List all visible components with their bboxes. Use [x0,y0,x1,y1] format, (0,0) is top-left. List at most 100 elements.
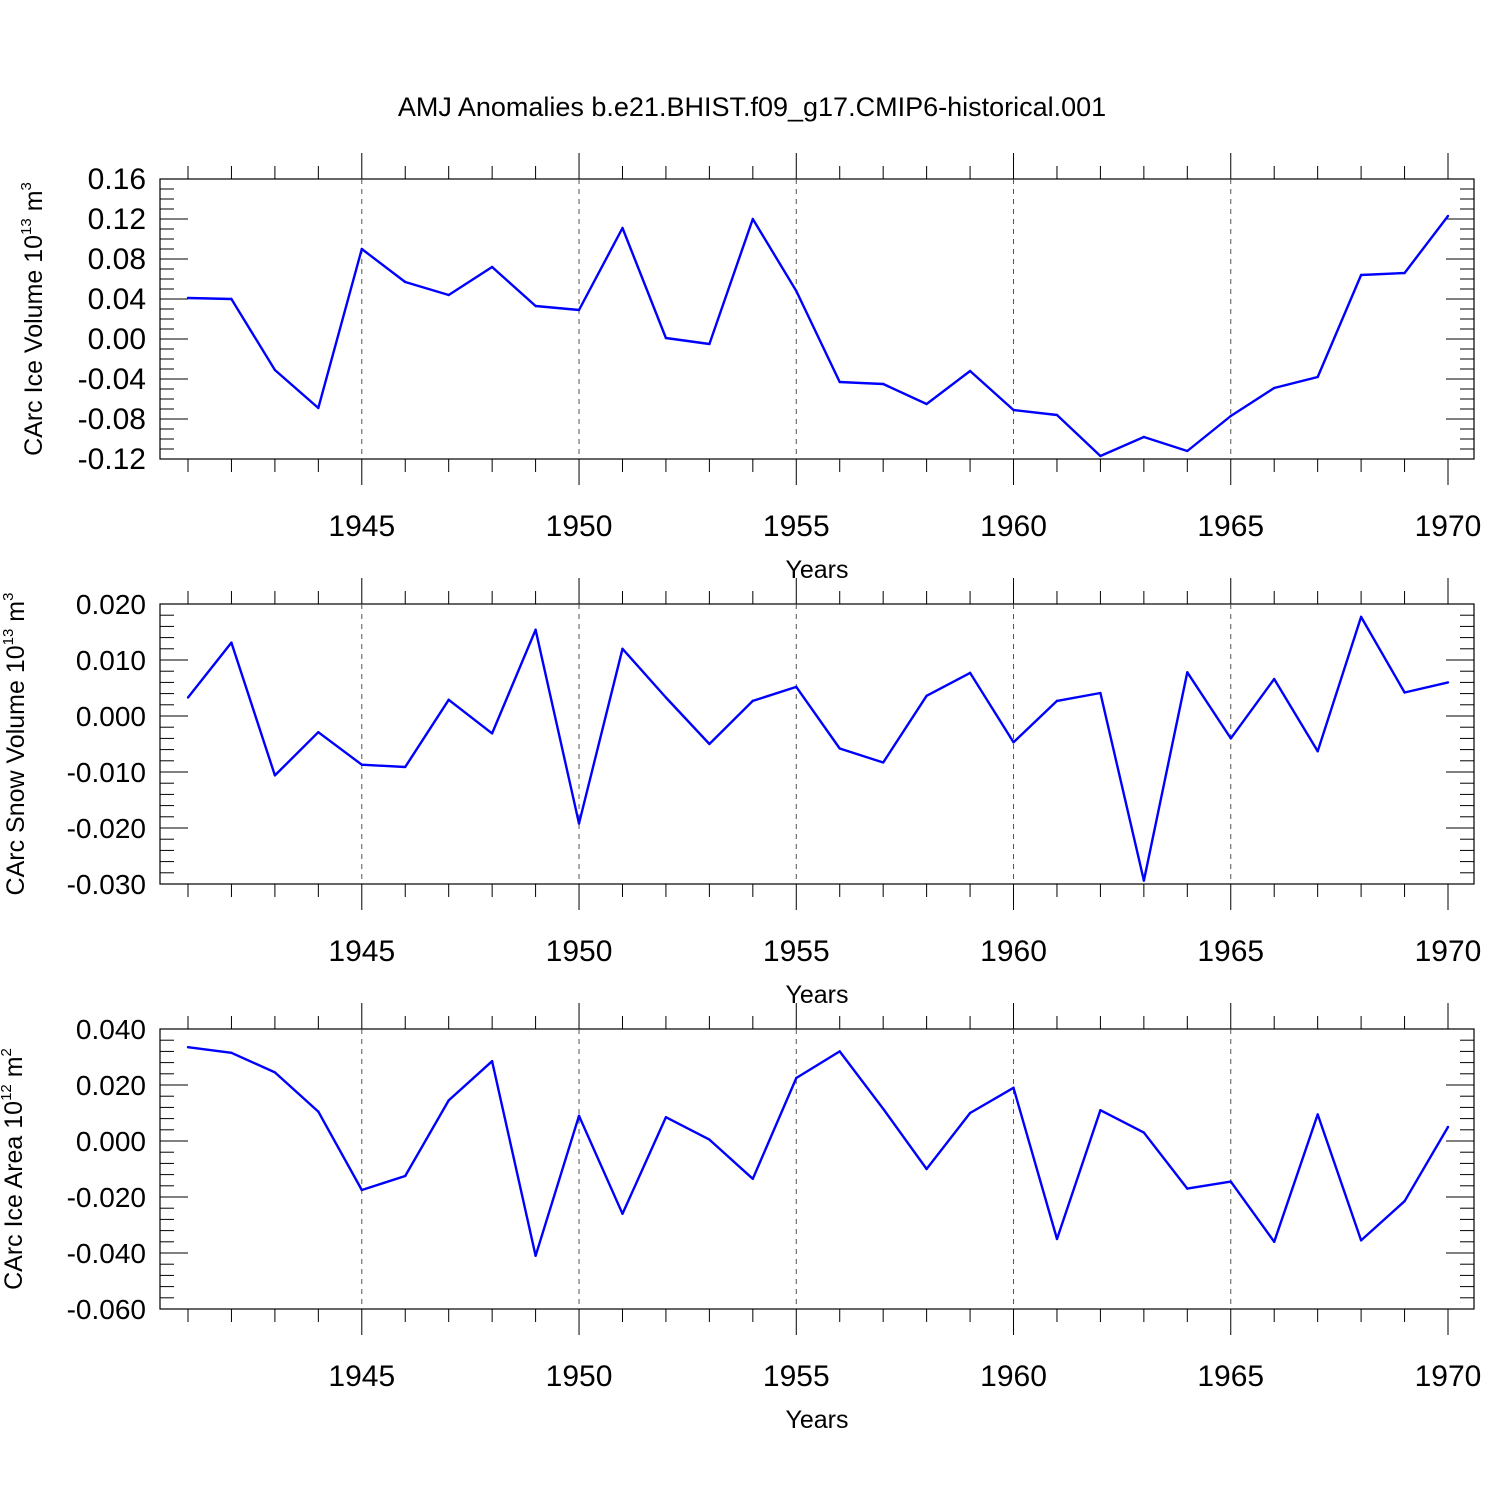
x-tick-label: 1955 [763,1360,830,1393]
data-point [1142,879,1146,882]
data-point [1055,413,1059,417]
x-tick-label: 1945 [328,1360,395,1393]
y-tick-label: -0.020 [67,813,146,844]
data-point [273,368,277,372]
data-point [317,406,320,410]
data-point [795,685,798,689]
data-point [404,280,407,284]
data-point [968,671,972,675]
data-point [1316,375,1319,379]
x-tick-label: 1950 [546,510,613,543]
y-axis-title-exponent: 12 [0,1084,15,1101]
data-point [838,380,841,384]
x-tick-label: 1955 [763,935,830,968]
data-point [1403,271,1406,275]
y-tick-label: 0.16 [88,163,146,196]
data-point [534,628,537,631]
data-point [838,747,841,750]
y-tick-label: 0.12 [88,203,146,236]
data-point [230,297,233,301]
plot-frame [159,603,1475,885]
y-tick-label: -0.020 [67,1182,146,1213]
data-point [186,696,190,699]
data-point [490,1060,494,1063]
series-line [187,615,1449,882]
data-point [1446,1125,1450,1129]
data-point [1055,699,1059,703]
y-axis-title-base: CArc Ice Area 10 [0,1101,28,1290]
panel-ice-volume: -0.12 -0.08 -0.04 0.00 0.04 0.08 0.12 0.16 1945 1… [18,153,1481,584]
data-point [664,696,668,699]
data-point [881,382,885,386]
data-point [1403,691,1406,694]
data-point [577,308,581,312]
data-point [186,1046,190,1049]
data-point [751,699,755,703]
x-tick-label: 1965 [1197,1360,1264,1393]
data-point [751,217,755,221]
x-tick-label: 1960 [980,935,1047,968]
data-point [230,641,233,644]
data-point [1359,615,1363,619]
data-point [1273,1240,1276,1244]
x-tick-label: 1960 [980,1360,1047,1393]
data-point [708,342,711,346]
x-tick-label: 1945 [328,510,395,543]
y-axis-title: CArc Ice Area 1012 m2 [0,1048,28,1290]
y-tick-label: -0.060 [67,1294,146,1325]
x-tick-label: 1970 [1415,935,1482,968]
x-tick-label: 1955 [763,510,830,543]
data-point [534,304,537,308]
data-point [317,1110,320,1113]
data-point [968,1111,972,1115]
x-tick-label: 1965 [1197,510,1264,543]
data-point [1142,1131,1146,1134]
x-axis-title: Years [785,556,848,584]
data-point [404,765,407,769]
y-axis-title-base: CArc Snow Volume 10 [2,645,30,895]
data-point [881,1107,885,1111]
data-point [534,1254,537,1258]
data-point [447,1099,450,1102]
y-tick-label: 0.000 [76,701,146,732]
y-axis-title-base: CArc Ice Volume 10 [20,235,48,456]
x-tick-label: 1950 [546,1360,613,1393]
x-tick-label: 1945 [328,935,395,968]
series-line [187,1046,1450,1258]
data-point [1099,454,1102,458]
data-point [577,822,581,825]
panel-snow-volume: -0.030 -0.020 -0.010 0.000 0.010 0.020 1945 195… [0,578,1481,1009]
data-point [360,1188,363,1192]
data-point [708,1138,711,1141]
data-point [1273,677,1276,681]
y-axis-title-exponent: 13 [0,629,17,646]
y-axis-title-unit-exponent: 3 [0,593,17,601]
data-point [1229,737,1232,740]
data-point [1142,435,1146,439]
x-axis-title: Years [785,981,848,1009]
data-point [1316,1113,1319,1116]
y-tick-label: 0.04 [88,283,146,316]
y-tick-label: 0.00 [88,323,146,356]
y-axis-title-unit: m [0,1056,28,1084]
y-tick-label: -0.030 [67,869,146,900]
data-point [273,1071,277,1074]
y-tick-label: 0.040 [76,1014,146,1045]
data-point [664,336,668,340]
y-axis-title-unit: m [2,601,30,629]
data-point [1273,386,1276,390]
data-point [1446,214,1450,218]
data-point [795,1076,798,1080]
series-line [187,215,1449,458]
x-tick-label: 1950 [546,935,613,968]
data-point [708,742,711,746]
data-point [1316,750,1319,753]
y-tick-label: 0.020 [76,589,146,620]
data-point [447,698,450,701]
y-tick-label: 0.08 [88,243,146,276]
data-point [925,402,928,406]
data-point [1099,1109,1102,1112]
data-point [881,761,885,764]
data-point [1186,671,1189,674]
